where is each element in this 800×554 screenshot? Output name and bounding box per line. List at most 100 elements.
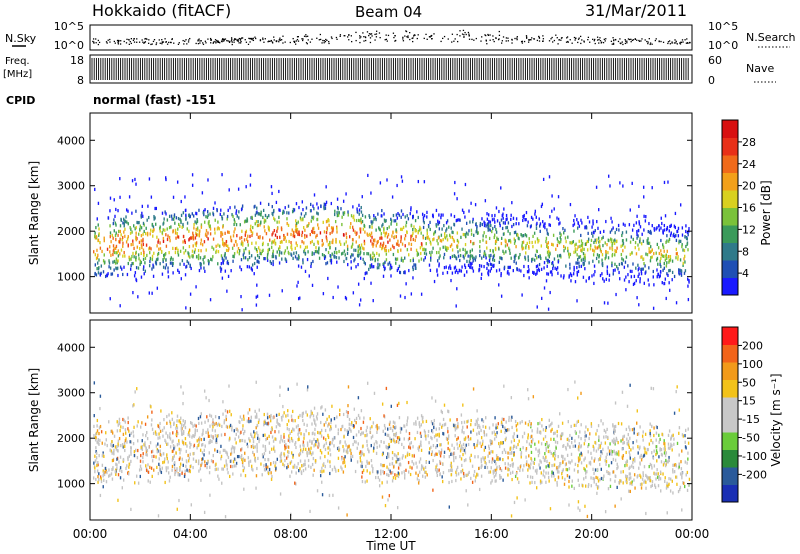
power-cell: [445, 265, 447, 269]
power-cell: [505, 250, 507, 254]
velocity-cell: [376, 430, 378, 434]
power-cell: [143, 272, 145, 276]
velocity-cell: [614, 458, 617, 462]
power-cell: [483, 252, 485, 256]
velocity-cell: [565, 445, 567, 450]
power-cell: [521, 243, 523, 247]
power-cell: [546, 264, 548, 268]
velocity-cell: [276, 420, 278, 424]
velocity-cell: [286, 466, 288, 470]
power-cell: [655, 251, 657, 255]
power-cell: [475, 222, 477, 226]
velocity-cell: [411, 460, 413, 464]
power-cell: [154, 206, 156, 211]
velocity-cell: [682, 434, 685, 438]
power-cell: [660, 226, 662, 230]
power-cell: [266, 256, 269, 260]
velocity-cell: [568, 503, 570, 507]
noise-point: [126, 38, 128, 41]
noise-point: [177, 43, 180, 45]
power-cell: [95, 273, 98, 277]
power-cell: [404, 215, 406, 219]
power-cell: [206, 210, 209, 214]
velocity-cell: [217, 422, 220, 426]
velocity-cell: [643, 446, 645, 450]
power-cell: [357, 249, 359, 253]
velocity-cell: [126, 464, 128, 468]
power-cell: [175, 246, 178, 250]
power-cell: [484, 199, 487, 203]
velocity-cell: [660, 452, 663, 456]
power-cell: [565, 264, 567, 268]
velocity-cell: [370, 458, 373, 463]
noise-point: [259, 39, 262, 42]
velocity-cell: [324, 447, 327, 452]
velocity-cell: [433, 435, 436, 439]
noise-point: [230, 37, 233, 39]
power-cell: [552, 266, 554, 271]
power-cell: [453, 214, 456, 219]
power-cell: [163, 253, 165, 258]
power-cell: [262, 208, 265, 213]
noise-point: [598, 38, 600, 41]
power-cell: [664, 214, 667, 218]
power-cell: [133, 255, 135, 259]
power-cell: [489, 256, 491, 260]
velocity-cell: [242, 431, 245, 436]
velocity-cell: [315, 423, 317, 427]
power-cell: [316, 250, 319, 254]
power-cell: [414, 219, 417, 223]
noise-point: [252, 39, 255, 41]
power-cell: [127, 243, 129, 247]
power-cell: [537, 267, 540, 271]
power-cell: [453, 222, 455, 226]
velocity-cell: [516, 434, 519, 438]
velocity-cell: [184, 442, 187, 446]
velocity-cell: [658, 433, 660, 437]
velocity-cell: [450, 465, 453, 469]
power-cell: [219, 266, 222, 270]
noise-point: [374, 39, 376, 41]
power-cell: [608, 278, 610, 282]
power-cell: [383, 212, 385, 216]
power-cell: [201, 243, 204, 247]
power-cell: [385, 219, 387, 223]
power-cell: [668, 281, 670, 285]
velocity-cell: [207, 460, 209, 464]
power-cell: [345, 297, 348, 301]
velocity-cell: [633, 431, 635, 435]
power-cell: [580, 218, 582, 222]
velocity-cell: [312, 456, 315, 461]
power-cell: [167, 234, 169, 238]
power-cell: [621, 231, 624, 235]
power-cell: [556, 237, 559, 241]
power-cell: [433, 231, 436, 235]
power-cell: [151, 254, 154, 258]
power-cell: [116, 261, 118, 265]
velocity-cell: [626, 480, 628, 485]
velocity-cell: [500, 441, 502, 445]
velocity-cell: [452, 453, 455, 457]
velocity-cell: [397, 457, 399, 462]
power-cell: [329, 231, 331, 236]
power-cell: [257, 235, 260, 239]
power-cell: [597, 226, 599, 230]
power-cell: [361, 213, 364, 217]
power-cell: [203, 213, 205, 217]
power-cell: [222, 242, 224, 246]
velocity-cell: [243, 466, 246, 470]
velocity-cell: [556, 434, 558, 438]
power-cell: [390, 274, 392, 278]
power-cell: [465, 231, 468, 235]
power-cell: [187, 261, 190, 265]
power-cell: [515, 222, 517, 226]
power-cell: [485, 235, 487, 239]
freq-tick-low: 8: [77, 74, 84, 87]
velocity-cell: [441, 423, 444, 428]
noise-point: [679, 42, 681, 44]
velocity-cell: [369, 426, 372, 430]
velocity-cell: [138, 468, 141, 472]
power-cell: [686, 230, 689, 235]
velocity-cell: [182, 391, 184, 395]
power-cell: [437, 219, 439, 223]
